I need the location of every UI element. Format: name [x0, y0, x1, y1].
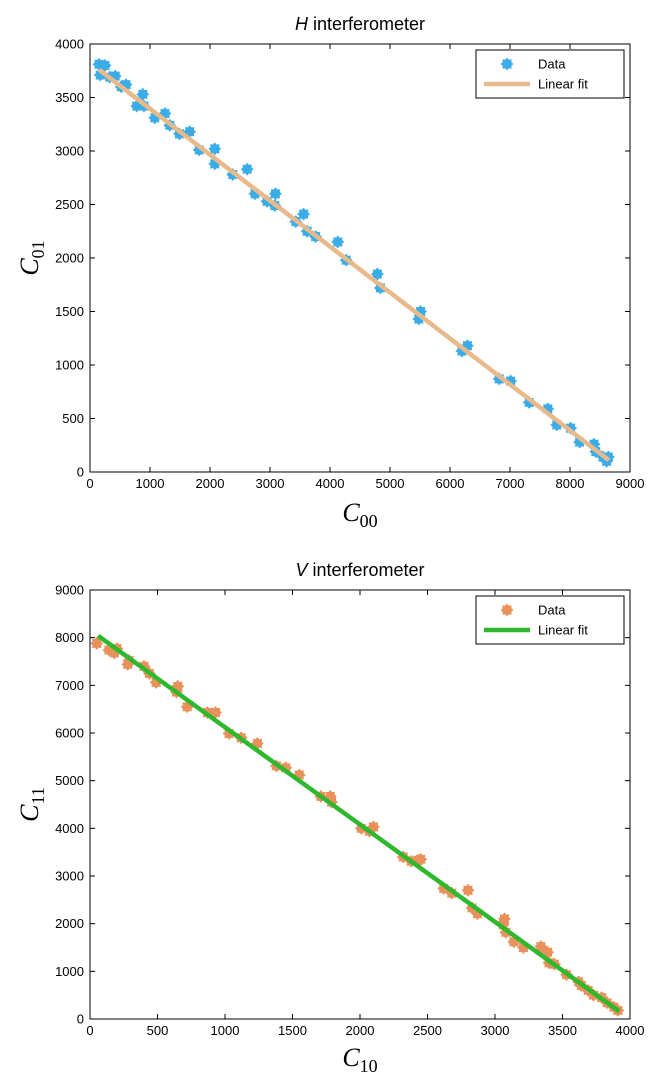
data-layer [92, 57, 615, 468]
y-tick-label: 0 [77, 465, 84, 480]
legend-label-data: Data [538, 57, 566, 72]
y-axis-label: C11 [15, 787, 48, 822]
x-axis-label: C00 [342, 498, 377, 531]
fit-line [97, 67, 611, 463]
y-tick-label: 7000 [55, 678, 84, 693]
data-point [90, 636, 104, 650]
y-tick-label: 1500 [55, 304, 84, 319]
x-tick-label: 5000 [376, 476, 405, 491]
y-tick-label: 3000 [55, 869, 84, 884]
y-tick-label: 5000 [55, 773, 84, 788]
legend-marker-data [500, 57, 514, 71]
y-tick-label: 2500 [55, 197, 84, 212]
legend-label-fit: Linear fit [538, 623, 588, 638]
x-tick-label: 2000 [346, 1023, 375, 1038]
x-tick-label: 1000 [211, 1023, 240, 1038]
data-point [240, 162, 254, 176]
y-tick-label: 4000 [55, 37, 84, 52]
x-tick-label: 500 [147, 1023, 169, 1038]
chart-1: 0 1000 2000 3000 4000 5000 6000 7000 8000 9000 0 50… [15, 14, 644, 531]
y-tick-label: 1000 [55, 964, 84, 979]
y-tick-label: 8000 [55, 630, 84, 645]
x-tick-label: 2000 [196, 476, 225, 491]
x-tick-label: 3500 [548, 1023, 577, 1038]
x-tick-label: 4000 [316, 476, 345, 491]
x-tick-label: 2500 [413, 1023, 442, 1038]
data-point [98, 58, 112, 72]
plot-area [89, 43, 631, 473]
legend-box [475, 49, 625, 99]
data-point [461, 883, 475, 897]
data-layer [90, 633, 625, 1017]
x-axis-label: C10 [342, 1043, 377, 1074]
data-point [297, 207, 311, 221]
data-point [208, 142, 222, 156]
data-point [497, 912, 511, 926]
legend-box [475, 595, 625, 645]
chart-2: 0 500 1000 1500 2000 2500 3000 3500 4000 0 1000 200… [15, 560, 644, 1074]
x-tick-label: 9000 [616, 476, 645, 491]
data-point [331, 235, 345, 249]
legend-label-fit: Linear fit [538, 77, 588, 92]
data-point [414, 852, 428, 866]
legend: Data Linear fit [475, 595, 625, 645]
y-tick-label: 1000 [55, 358, 84, 373]
y-tick-label: 2000 [55, 916, 84, 931]
y-tick-label: 6000 [55, 726, 84, 741]
x-tick-label: 0 [86, 1023, 93, 1038]
y-tick-label: 0 [77, 1012, 84, 1027]
x-tick-label: 1500 [278, 1023, 307, 1038]
y-tick-label: 3000 [55, 144, 84, 159]
legend-marker-data [500, 603, 514, 617]
chart-title: H interferometer [295, 14, 425, 34]
x-tick-label: 3000 [256, 476, 285, 491]
legend-label-data: Data [538, 603, 566, 618]
y-tick-label: 9000 [55, 583, 84, 598]
data-point [268, 187, 282, 201]
x-tick-label: 7000 [496, 476, 525, 491]
y-axis-label: C01 [15, 240, 48, 275]
x-tick-label: 4000 [616, 1023, 645, 1038]
data-point [370, 267, 384, 281]
x-tick-label: 8000 [556, 476, 585, 491]
chart-title: V interferometer [295, 560, 424, 580]
y-tick-label: 500 [62, 411, 84, 426]
y-tick-label: 3500 [55, 90, 84, 105]
x-tick-label: 3000 [481, 1023, 510, 1038]
fit-line [96, 633, 621, 1014]
x-tick-label: 6000 [436, 476, 465, 491]
x-tick-label: 1000 [136, 476, 165, 491]
legend: Data Linear fit [475, 49, 625, 99]
data-point [136, 87, 150, 101]
y-tick-label: 4000 [55, 821, 84, 836]
y-tick-label: 2000 [55, 251, 84, 266]
x-tick-label: 0 [86, 476, 93, 491]
